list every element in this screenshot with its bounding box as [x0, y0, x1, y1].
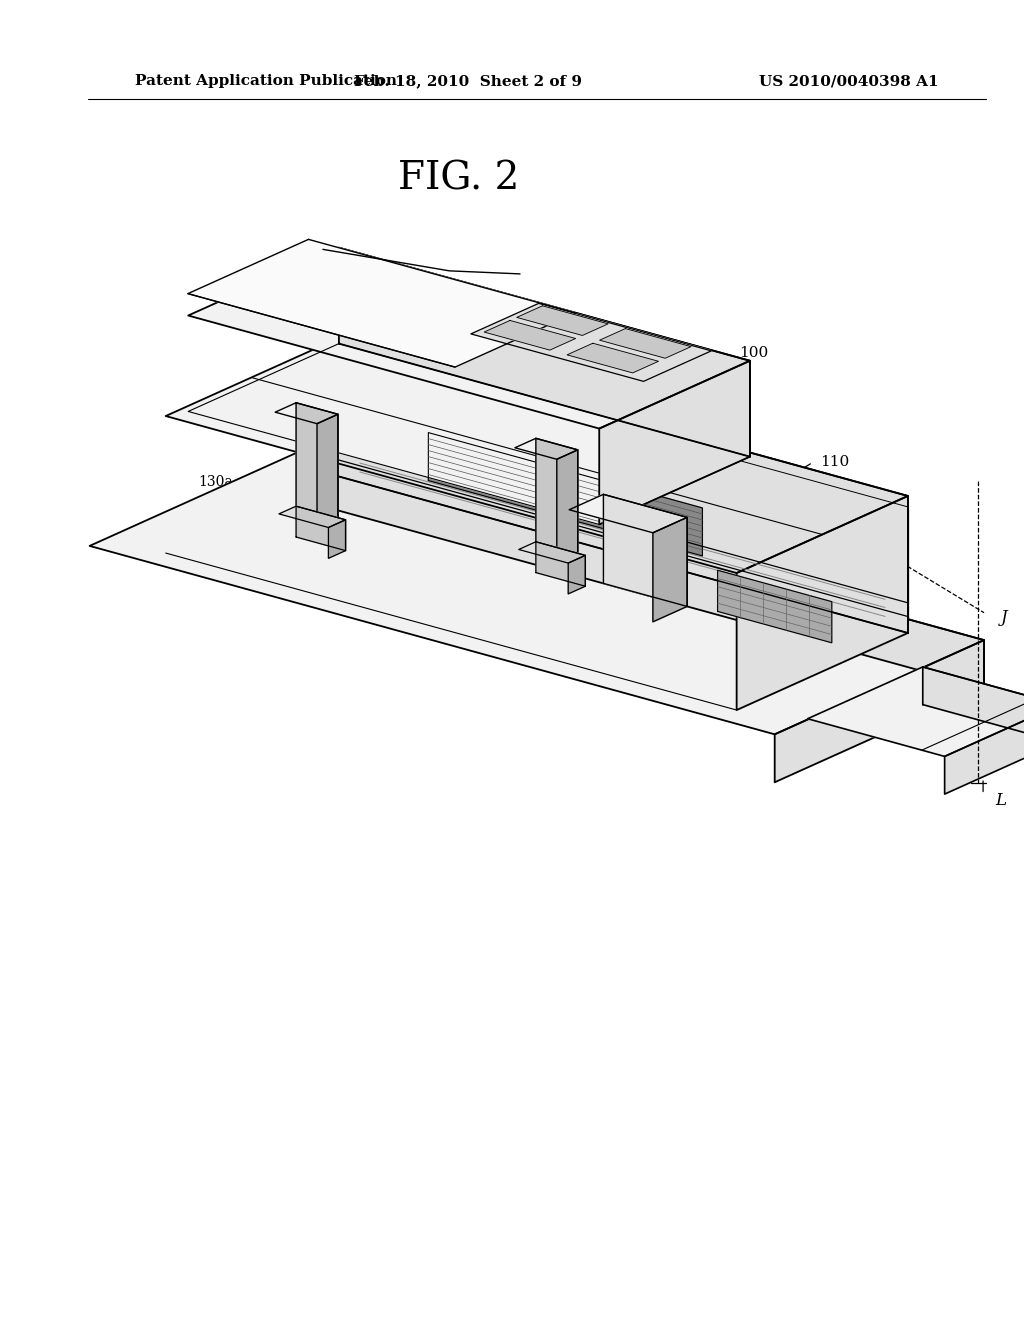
- Polygon shape: [329, 520, 345, 558]
- Text: 111: 111: [288, 272, 316, 286]
- Polygon shape: [718, 570, 831, 643]
- Polygon shape: [557, 450, 578, 576]
- Polygon shape: [188, 343, 750, 524]
- Text: L: L: [995, 792, 1007, 809]
- Polygon shape: [517, 306, 608, 335]
- Polygon shape: [536, 438, 578, 566]
- Polygon shape: [653, 517, 687, 622]
- Polygon shape: [599, 360, 750, 524]
- Polygon shape: [923, 667, 1024, 742]
- Polygon shape: [279, 506, 345, 528]
- Polygon shape: [90, 451, 984, 734]
- Polygon shape: [536, 541, 586, 586]
- Text: 100: 100: [739, 346, 769, 359]
- Text: J: J: [1001, 609, 1008, 626]
- Text: FIG. 2: FIG. 2: [398, 161, 519, 198]
- Polygon shape: [484, 321, 575, 350]
- Polygon shape: [515, 438, 578, 459]
- Polygon shape: [317, 414, 338, 540]
- Polygon shape: [568, 556, 586, 594]
- Polygon shape: [166, 339, 908, 573]
- Polygon shape: [296, 506, 345, 550]
- Polygon shape: [567, 343, 658, 372]
- Polygon shape: [337, 339, 908, 634]
- Polygon shape: [808, 667, 1024, 756]
- Text: 130b: 130b: [466, 503, 502, 517]
- Text: 120: 120: [911, 643, 940, 656]
- Polygon shape: [299, 451, 984, 688]
- Text: 110: 110: [820, 455, 850, 470]
- Polygon shape: [603, 494, 687, 606]
- Polygon shape: [600, 329, 691, 358]
- Polygon shape: [945, 705, 1024, 795]
- Polygon shape: [296, 403, 338, 531]
- Polygon shape: [428, 433, 702, 556]
- Text: Patent Application Publication: Patent Application Publication: [135, 74, 397, 88]
- Text: 140b: 140b: [567, 528, 603, 543]
- Polygon shape: [775, 640, 984, 783]
- Polygon shape: [188, 248, 750, 429]
- Polygon shape: [275, 403, 338, 424]
- Text: 115: 115: [665, 496, 691, 511]
- Polygon shape: [569, 494, 687, 533]
- Text: Feb. 18, 2010  Sheet 2 of 9: Feb. 18, 2010 Sheet 2 of 9: [354, 74, 583, 88]
- Text: 130a: 130a: [199, 475, 233, 490]
- Text: US 2010/0040398 A1: US 2010/0040398 A1: [759, 74, 939, 88]
- Polygon shape: [339, 248, 750, 457]
- Text: D: D: [722, 591, 735, 609]
- Polygon shape: [471, 304, 712, 381]
- Polygon shape: [187, 239, 575, 367]
- Text: 140a: 140a: [232, 488, 267, 502]
- Polygon shape: [519, 541, 586, 564]
- Polygon shape: [736, 496, 908, 710]
